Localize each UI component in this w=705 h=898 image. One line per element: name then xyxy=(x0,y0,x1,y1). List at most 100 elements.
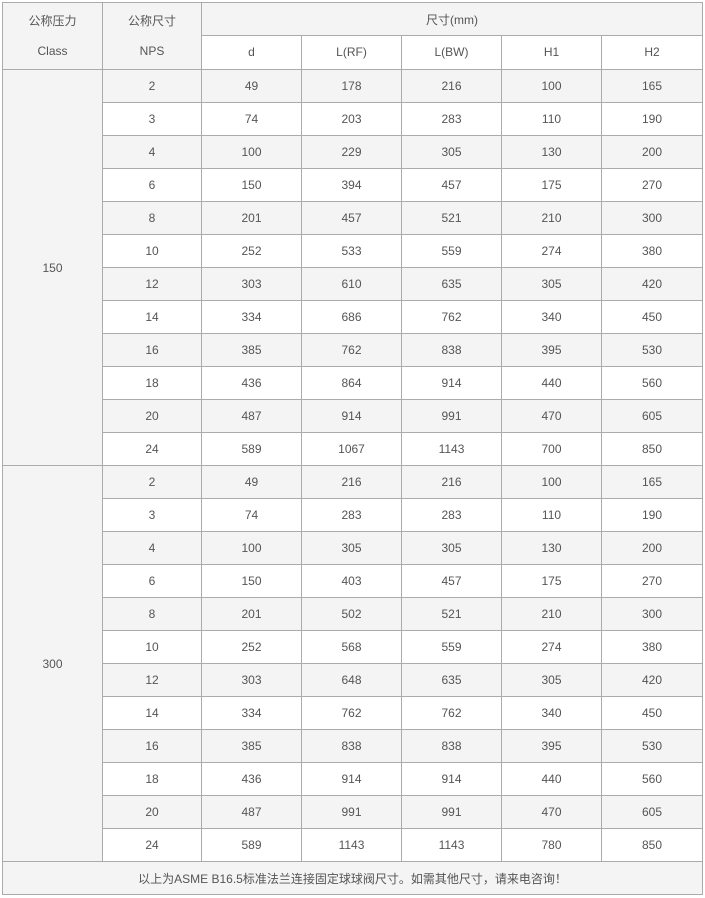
dimension-cell: 1143 xyxy=(401,432,502,466)
dimension-cell: 568 xyxy=(301,630,402,664)
dimension-cell: 530 xyxy=(600,729,704,763)
nps-cell: 4 xyxy=(102,135,202,169)
dimension-cell: 283 xyxy=(301,498,402,532)
dimension-cell: 210 xyxy=(501,201,602,235)
nps-cell: 6 xyxy=(102,168,202,202)
dimension-cell: 110 xyxy=(501,102,602,136)
dimension-cell: 914 xyxy=(401,762,502,796)
dimension-cell: 49 xyxy=(201,69,302,103)
dimension-cell: 394 xyxy=(301,168,402,202)
dimension-cell: 305 xyxy=(501,267,602,301)
dimension-cell: 635 xyxy=(401,267,502,301)
dimension-cell: 216 xyxy=(401,465,502,499)
header-pressure-cn: 公称压力 xyxy=(28,14,77,28)
class-cell: 150 xyxy=(2,69,103,466)
nps-cell: 24 xyxy=(102,828,202,862)
header-nominal-size: 公称尺寸 NPS xyxy=(102,2,202,70)
nps-cell: 12 xyxy=(102,663,202,697)
dimension-cell: 300 xyxy=(600,201,704,235)
dimension-cell: 100 xyxy=(201,531,302,565)
dimension-cell: 100 xyxy=(501,69,602,103)
dimension-cell: 210 xyxy=(501,597,602,631)
table-row: 6 150 394 457 175 270 xyxy=(2,168,704,202)
nps-cell: 18 xyxy=(102,762,202,796)
table-row: 3 74 203 283 110 190 xyxy=(2,102,704,136)
table-row: 16 385 762 838 395 530 xyxy=(2,333,704,367)
dimension-cell: 450 xyxy=(600,300,704,334)
table-row: 16 385 838 838 395 530 xyxy=(2,729,704,763)
dimension-cell: 340 xyxy=(501,696,602,730)
dimension-cell: 420 xyxy=(600,267,704,301)
dimension-cell: 150 xyxy=(201,168,302,202)
dimension-cell: 201 xyxy=(201,597,302,631)
dimension-cell: 436 xyxy=(201,762,302,796)
table-row: 4 100 229 305 130 200 xyxy=(2,135,704,169)
dimension-cell: 283 xyxy=(401,102,502,136)
dimension-cell: 216 xyxy=(401,69,502,103)
dimension-cell: 1143 xyxy=(301,828,402,862)
dimension-cell: 589 xyxy=(201,828,302,862)
table-row: 18 436 914 914 440 560 xyxy=(2,762,704,796)
dimension-cell: 150 xyxy=(201,564,302,598)
dimension-cell: 165 xyxy=(600,69,704,103)
dimension-cell: 229 xyxy=(301,135,402,169)
nps-cell: 10 xyxy=(102,630,202,664)
table-row: 4 100 305 305 130 200 xyxy=(2,531,704,565)
dimension-cell: 74 xyxy=(201,498,302,532)
nps-cell: 20 xyxy=(102,795,202,829)
dimension-cell: 395 xyxy=(501,333,602,367)
dimension-cell: 49 xyxy=(201,465,302,499)
dimension-cell: 762 xyxy=(301,696,402,730)
dimension-cell: 850 xyxy=(600,828,704,862)
nps-cell: 24 xyxy=(102,432,202,466)
nps-cell: 8 xyxy=(102,597,202,631)
dimension-cell: 1143 xyxy=(401,828,502,862)
dimension-cell: 1067 xyxy=(301,432,402,466)
header-col-h1: H1 xyxy=(501,35,602,70)
table-row: 14 334 762 762 340 450 xyxy=(2,696,704,730)
table-row: 6 150 403 457 175 270 xyxy=(2,564,704,598)
dimension-cell: 457 xyxy=(301,201,402,235)
dimension-cell: 530 xyxy=(600,333,704,367)
dimension-cell: 274 xyxy=(501,234,602,268)
table-row: 150 2 49 178 216 100 165 xyxy=(2,69,704,466)
dimension-cell: 533 xyxy=(301,234,402,268)
dimension-cell: 838 xyxy=(301,729,402,763)
table-row: 10 252 568 559 274 380 xyxy=(2,630,704,664)
nps-cell: 6 xyxy=(102,564,202,598)
dimension-cell: 440 xyxy=(501,762,602,796)
nps-cell: 3 xyxy=(102,498,202,532)
nps-cell: 16 xyxy=(102,729,202,763)
dimension-cell: 130 xyxy=(501,531,602,565)
dimension-cell: 487 xyxy=(201,795,302,829)
dimension-cell: 560 xyxy=(600,762,704,796)
dimension-cell: 838 xyxy=(401,333,502,367)
dimension-cell: 130 xyxy=(501,135,602,169)
nps-cell: 12 xyxy=(102,267,202,301)
dimension-cell: 991 xyxy=(301,795,402,829)
table-row: 8 201 502 521 210 300 xyxy=(2,597,704,631)
dimension-cell: 521 xyxy=(401,597,502,631)
header-col-d: d xyxy=(201,35,302,70)
nps-cell: 3 xyxy=(102,102,202,136)
dimension-cell: 700 xyxy=(501,432,602,466)
table-row: 20 487 991 991 470 605 xyxy=(2,795,704,829)
table-body: 150 2 49 178 216 100 165 3 74 203 283 110 190 4 100 229… xyxy=(2,69,704,862)
dimension-cell: 395 xyxy=(501,729,602,763)
dimension-cell: 648 xyxy=(301,663,402,697)
header-col-l-rf: L(RF) xyxy=(301,35,402,70)
dimension-cell: 635 xyxy=(401,663,502,697)
dimension-cell: 457 xyxy=(401,168,502,202)
dimension-cell: 175 xyxy=(501,564,602,598)
dimension-cell: 385 xyxy=(201,729,302,763)
table-row: 3 74 283 283 110 190 xyxy=(2,498,704,532)
dimension-cell: 440 xyxy=(501,366,602,400)
dimension-cell: 203 xyxy=(301,102,402,136)
dimension-cell: 914 xyxy=(401,366,502,400)
dimension-cell: 380 xyxy=(600,630,704,664)
dimension-cell: 200 xyxy=(600,135,704,169)
dimension-cell: 991 xyxy=(401,399,502,433)
nps-cell: 8 xyxy=(102,201,202,235)
nps-cell: 14 xyxy=(102,300,202,334)
dimension-cell: 283 xyxy=(401,498,502,532)
